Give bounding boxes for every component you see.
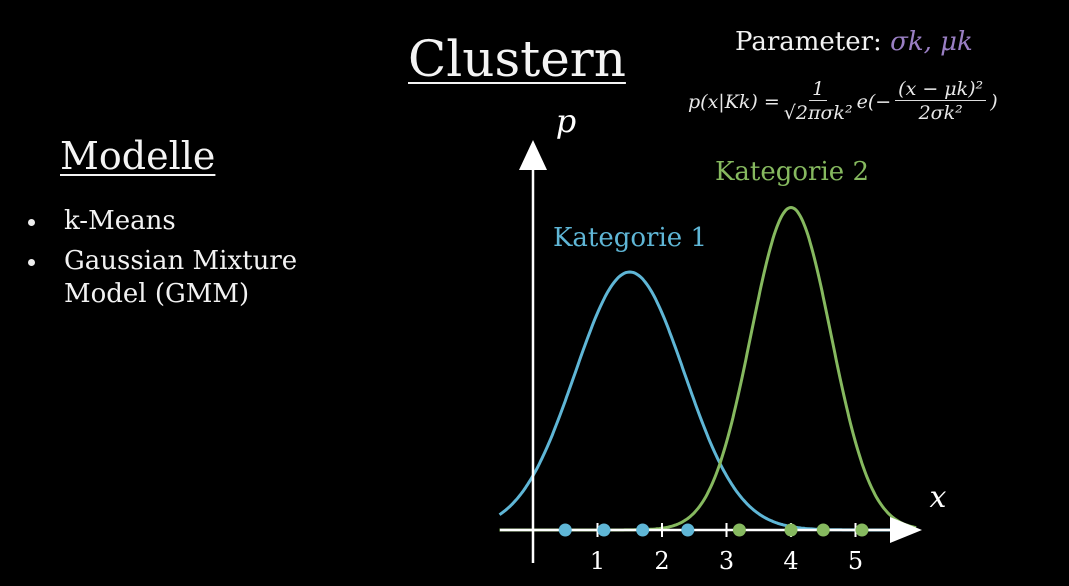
fraction-2-denominator: 2σk² [918, 102, 963, 124]
y-axis-arrow-icon [519, 140, 547, 170]
page-title: Clustern [408, 30, 626, 88]
x-tick-label: 4 [783, 547, 798, 575]
data-point [816, 523, 830, 537]
formula-exp-prefix: e(− [856, 90, 892, 113]
fraction-2-numerator: (x − μk)² [895, 78, 987, 101]
x-tick-label: 1 [590, 547, 605, 575]
parameter-label: Parameter: [735, 27, 882, 57]
list-item: k-Means [28, 205, 364, 238]
y-axis-label: p [556, 102, 576, 140]
bullet-icon [28, 219, 35, 226]
data-point [784, 523, 798, 537]
formula-lhs: p(x|Kk) = [688, 90, 780, 113]
gaussian-formula: p(x|Kk) = 1 √2πσk² e(− (x − μk)² 2σk² ) [688, 78, 998, 125]
bullet-icon [28, 259, 35, 266]
list-item: Gaussian Mixture Model (GMM) [28, 245, 364, 311]
list-item-label: Gaussian Mixture Model (GMM) [64, 246, 298, 309]
x-tick-label: 2 [654, 547, 669, 575]
formula-exp-suffix: ) [990, 90, 998, 113]
parameter-line: Parameter: σk, μk [735, 27, 973, 57]
x-tick-label: 5 [848, 547, 863, 575]
models-heading: Modelle [60, 134, 216, 178]
x-tick-label: 3 [719, 547, 734, 575]
data-point [681, 523, 695, 537]
list-item-label: k-Means [64, 206, 176, 236]
x-axis-label: x [930, 480, 947, 515]
series-label-1: Kategorie 1 [553, 223, 707, 253]
formula-fraction-1: 1 √2πσk² [784, 78, 853, 125]
models-list: k-Means Gaussian Mixture Model (GMM) [28, 205, 364, 318]
formula-fraction-2: (x − μk)² 2σk² [895, 78, 987, 125]
series-line-2 [499, 205, 917, 532]
fraction-1-denominator: √2πσk² [783, 102, 853, 124]
x-axis-arrow-icon [890, 517, 922, 543]
series-label-2: Kategorie 2 [715, 157, 869, 187]
data-point [597, 523, 611, 537]
data-point [636, 523, 650, 537]
data-point [855, 523, 869, 537]
parameter-symbols: σk, μk [890, 27, 973, 57]
data-point [558, 523, 572, 537]
fraction-1-numerator: 1 [809, 78, 828, 101]
data-point [732, 523, 746, 537]
